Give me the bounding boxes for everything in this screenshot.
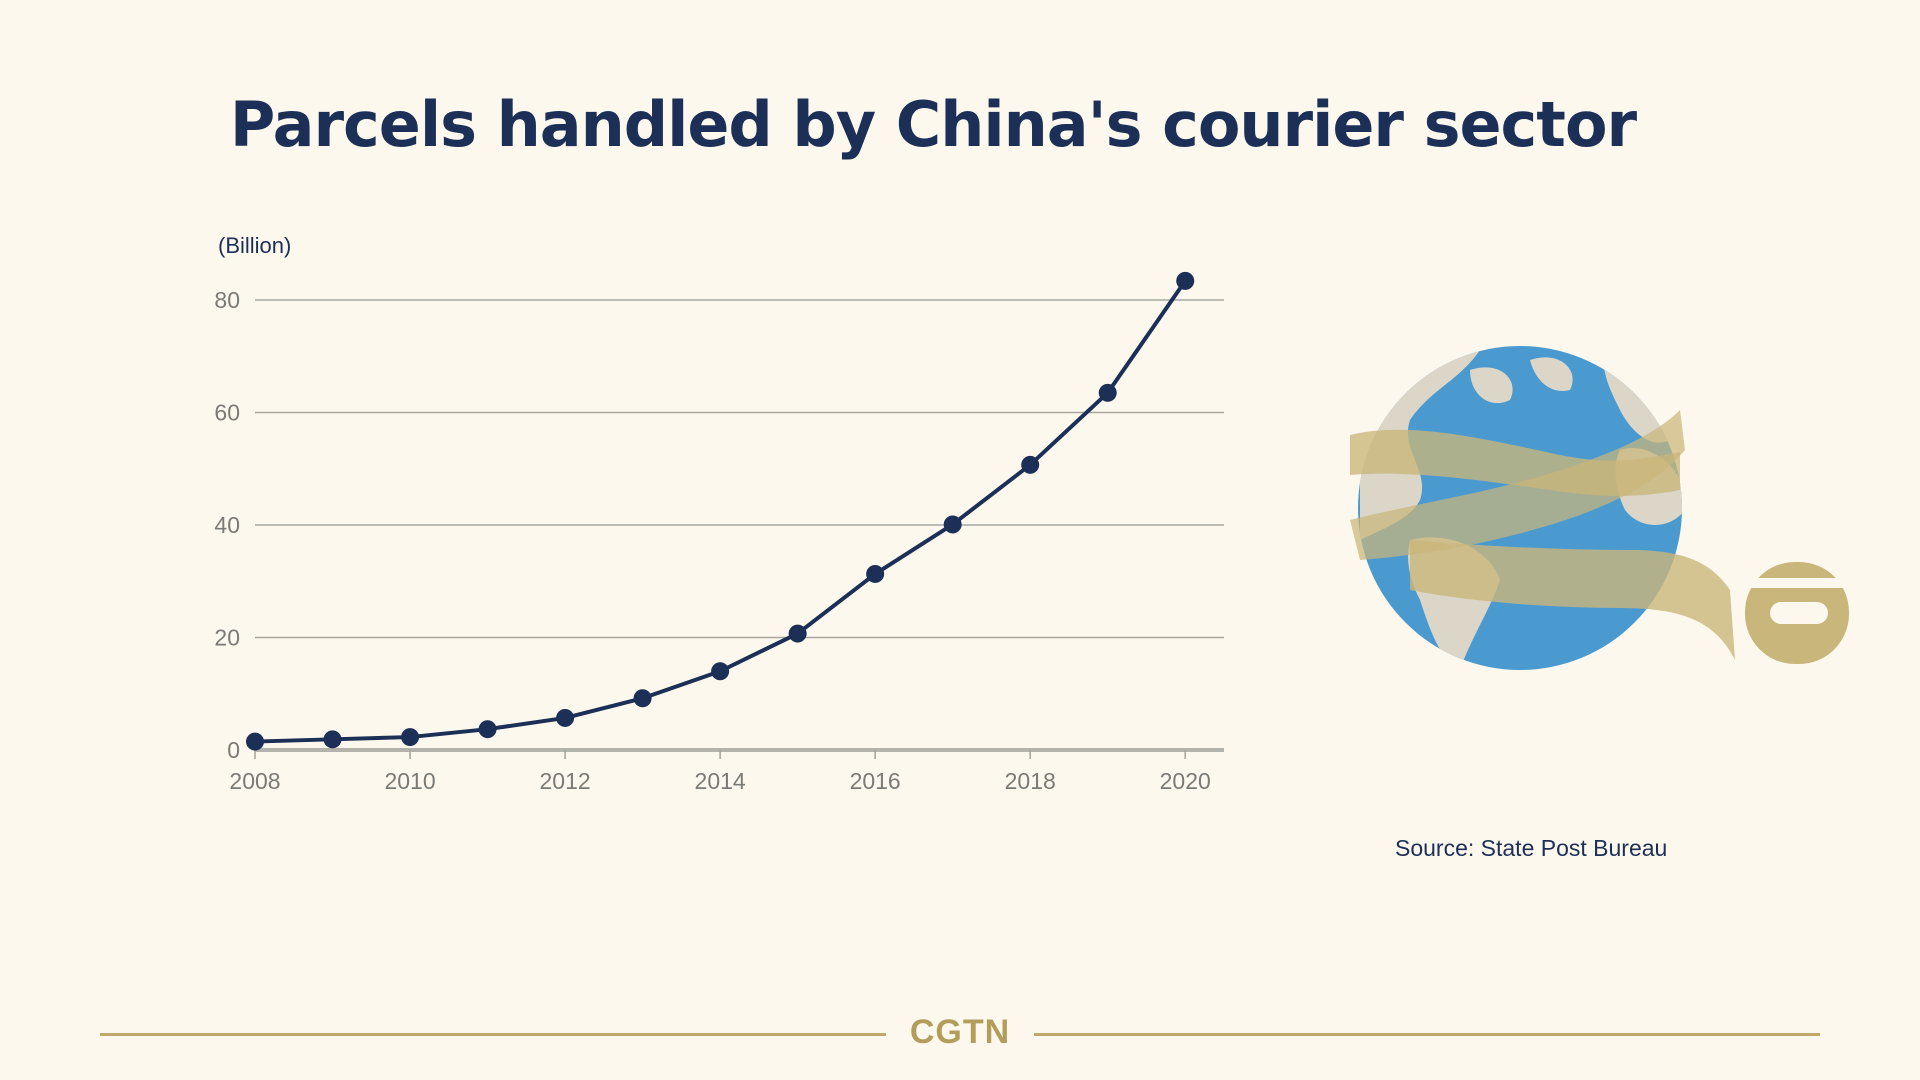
x-tick-label: 2016 [850,768,901,794]
data-point [633,689,652,708]
footer-divider-right [1034,1033,1820,1036]
data-point [478,720,497,739]
data-point [943,515,962,534]
y-tick-label: 20 [214,625,240,651]
gridlines [254,299,1224,759]
tick-labels: 0 20 40 60 80 2008 2010 2012 2014 2016 2018 2020 [214,287,1210,794]
y-axis-label: (Billion) [218,233,291,258]
brand-logo: CGTN [909,1013,1011,1051]
y-tick-label: 40 [214,512,240,538]
series-layer [246,271,1195,751]
line-chart: (Billion) 0 20 40 60 80 2008 2010 2012 2014 2016 2… [214,233,1224,794]
page-title: Parcels handled by China's courier secto… [229,88,1637,161]
x-tick-label: 2010 [384,768,435,794]
y-tick-label: 80 [214,287,240,313]
data-point [246,732,264,751]
x-tick-label: 2012 [539,768,590,794]
source-note: Source: State Post Bureau [1395,835,1668,861]
ribbon-band-3 [1410,540,1735,660]
x-tick-label: 2018 [1005,768,1056,794]
footer-divider-left [100,1033,886,1036]
data-point [788,624,807,643]
globe-illustration [1350,346,1849,670]
data-point [323,730,342,749]
data-point [556,708,575,727]
data-point [1098,383,1117,402]
data-point [401,728,420,747]
x-tick-label: 2008 [229,768,280,794]
x-tick-label: 2020 [1160,768,1211,794]
y-tick-label: 60 [214,400,240,426]
x-tick-label: 2014 [695,768,746,794]
data-point [866,564,885,583]
ribbon-band-2 [1350,410,1685,560]
data-point [1176,271,1195,290]
y-tick-label: 0 [227,737,240,763]
data-point [1021,455,1040,474]
data-point [711,662,730,681]
